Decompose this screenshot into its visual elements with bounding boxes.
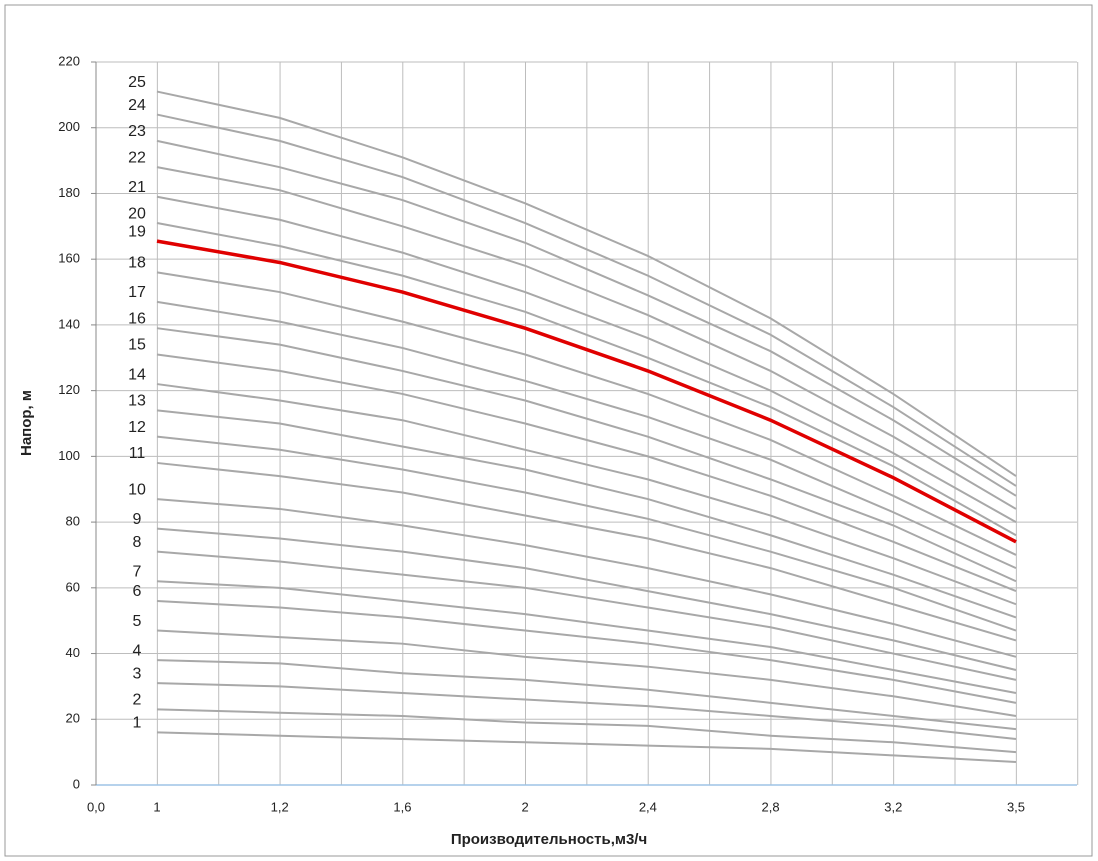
series-line [156, 271, 1017, 556]
series-label: 7 [133, 563, 142, 580]
series-line [156, 659, 1017, 731]
series-label: 22 [128, 149, 146, 166]
series-line [156, 195, 1017, 523]
x-tick-label: 3,5 [1007, 799, 1025, 814]
series-line [156, 166, 1017, 510]
series-label: 16 [128, 310, 146, 327]
series-label: 5 [133, 613, 142, 630]
series-label: 11 [129, 445, 146, 462]
series-label: 4 [133, 642, 142, 659]
series-label: 13 [128, 393, 146, 410]
series-label: 15 [128, 337, 146, 354]
series-label: 3 [133, 665, 142, 682]
series-line [156, 327, 1017, 583]
series-label: 19 [128, 223, 146, 240]
y-tick-label: 80 [66, 514, 80, 529]
series-line [156, 435, 1017, 632]
x-tick-label: 1,6 [393, 799, 411, 814]
series-label: 17 [128, 284, 146, 301]
series-label: 18 [128, 255, 146, 272]
series-label: 9 [133, 511, 142, 528]
series-label: 6 [133, 583, 142, 600]
series-label: 14 [128, 366, 146, 383]
y-tick-label: 100 [58, 448, 80, 463]
y-tick-label: 160 [58, 251, 80, 266]
series-line [156, 629, 1017, 717]
y-axis-title: Напор, м [18, 390, 35, 456]
x-tick-label: 2,4 [639, 799, 657, 814]
series-label: 1 [133, 715, 142, 732]
series-line [156, 550, 1017, 681]
series-line [156, 580, 1017, 694]
series-line [156, 113, 1017, 487]
y-tick-label: 220 [58, 53, 80, 68]
y-tick-label: 60 [66, 579, 80, 594]
series-line [156, 498, 1017, 658]
y-tick-label: 180 [58, 185, 80, 200]
y-tick-label: 140 [58, 316, 80, 331]
x-tick-label: 2,8 [762, 799, 780, 814]
series-label: 12 [128, 419, 146, 436]
series-label: 25 [128, 74, 146, 91]
y-tick-label: 120 [58, 382, 80, 397]
series-line [156, 682, 1017, 740]
series-label: 20 [128, 205, 146, 222]
x-axis-title: Производительность,м3/ч [451, 831, 647, 848]
series-line [156, 599, 1017, 704]
series-line [156, 239, 1017, 544]
x-tick-label: 1,2 [271, 799, 289, 814]
x-tick-label: 3,2 [884, 799, 902, 814]
series-line [156, 139, 1017, 497]
y-tick-label: 40 [66, 645, 80, 660]
series-line [156, 461, 1017, 642]
x-tick-label: 1 [153, 799, 160, 814]
series-label: 21 [128, 179, 146, 196]
series-label: 23 [128, 123, 146, 140]
series-line [156, 409, 1017, 619]
x-tick-label: 0,0 [87, 799, 105, 814]
x-tick-label: 2 [522, 799, 529, 814]
series-line [156, 300, 1017, 570]
series-line [156, 222, 1017, 537]
series-line [156, 527, 1017, 671]
y-tick-label: 20 [66, 711, 80, 726]
series-label: 2 [133, 692, 142, 709]
series-line [156, 383, 1017, 606]
series-label: 24 [128, 97, 146, 114]
series-line [156, 90, 1017, 477]
series-line [156, 708, 1017, 754]
y-tick-label: 200 [58, 119, 80, 134]
series-label: 8 [133, 534, 142, 551]
y-tick-label: 0 [73, 776, 80, 791]
series-label: 10 [128, 481, 146, 498]
series-line [156, 353, 1017, 593]
series-line [156, 731, 1017, 763]
